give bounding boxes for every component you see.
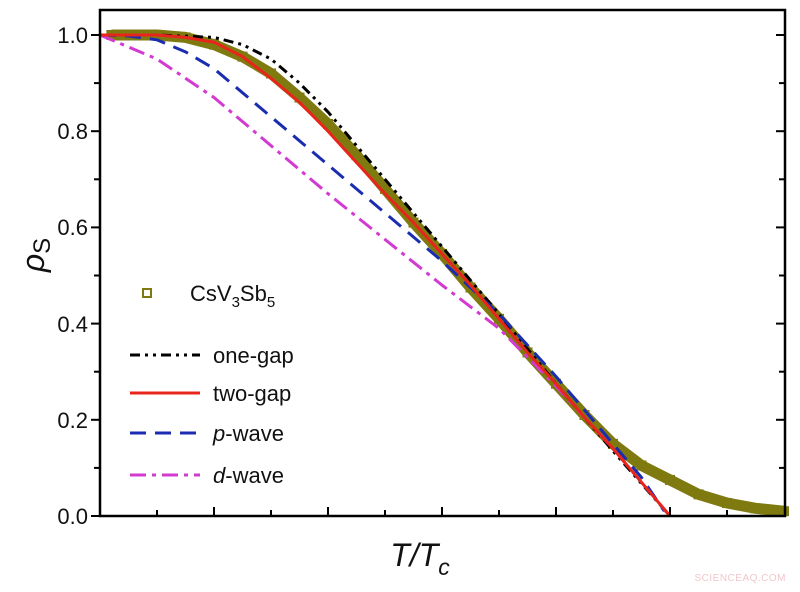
y-tick-label: 0.0	[57, 504, 88, 529]
legend-label-two-gap: two-gap	[213, 381, 291, 406]
watermark: SCIENCEAQ.COM	[694, 573, 786, 584]
y-tick-labels: 0.0 0.2 0.4 0.6 0.8 1.0	[57, 23, 88, 529]
data-point-csv3sb5	[693, 489, 704, 500]
data-point-csv3sb5	[351, 150, 362, 161]
data-point-csv3sb5	[608, 438, 618, 449]
legend-sub: 5	[267, 294, 275, 311]
data-point-csv3sb5	[636, 460, 647, 471]
legend-text: -wave	[225, 463, 284, 488]
series-line-two-gap	[100, 33, 672, 517]
data-point-csv3sb5	[665, 474, 675, 485]
plot-frame	[98, 8, 787, 518]
data-point-csv3sb5	[294, 92, 305, 103]
x-axis-label: T/Tc	[390, 537, 450, 580]
x-axis-label-sub: c	[438, 554, 450, 580]
y-tick-label: 0.2	[57, 408, 88, 433]
x-axis-label-main: T/T	[390, 537, 440, 573]
y-tick-label: 0.4	[57, 312, 88, 337]
legend-text: CsV	[190, 281, 232, 306]
legend-label-csv3sb5: CsV3Sb5	[190, 281, 275, 311]
data-point-csv3sb5	[750, 503, 761, 514]
legend-label-p-wave: p-wave	[212, 421, 284, 446]
legend-label-one-gap: one-gap	[213, 343, 294, 368]
y-axis-label-sub: S	[29, 238, 56, 254]
y-tick-label: 0.8	[57, 119, 88, 144]
y-tick-label: 1.0	[57, 23, 88, 48]
axis-ticks	[91, 34, 785, 517]
legend-text-italic: d	[213, 463, 226, 488]
data-point-csv3sb5	[209, 39, 219, 50]
series-line-one-gap	[100, 33, 672, 517]
legend-text: Sb	[240, 281, 267, 306]
legend-text-italic: p	[212, 421, 225, 446]
data-point-csv3sb5	[266, 68, 276, 79]
series-line-d-wave	[99, 33, 672, 517]
legend: CsV3Sb5 one-gap two-gap p-wave d-wave	[130, 281, 294, 488]
legend-text: -wave	[225, 421, 284, 446]
data-point-csv3sb5	[323, 118, 333, 129]
series-line-p-wave	[99, 33, 666, 513]
y-axis-label-main: ρ	[15, 254, 51, 273]
legend-label-d-wave: d-wave	[213, 463, 284, 488]
plot-area	[99, 29, 789, 517]
legend-sub: 3	[232, 294, 240, 311]
data-point-csv3sb5	[722, 498, 732, 509]
y-tick-label: 0.6	[57, 215, 88, 240]
data-point-csv3sb5	[579, 409, 590, 420]
legend-marker-csv3sb5	[142, 288, 152, 298]
y-axis-label: ρS	[15, 238, 56, 273]
data-point-csv3sb5	[380, 183, 390, 194]
